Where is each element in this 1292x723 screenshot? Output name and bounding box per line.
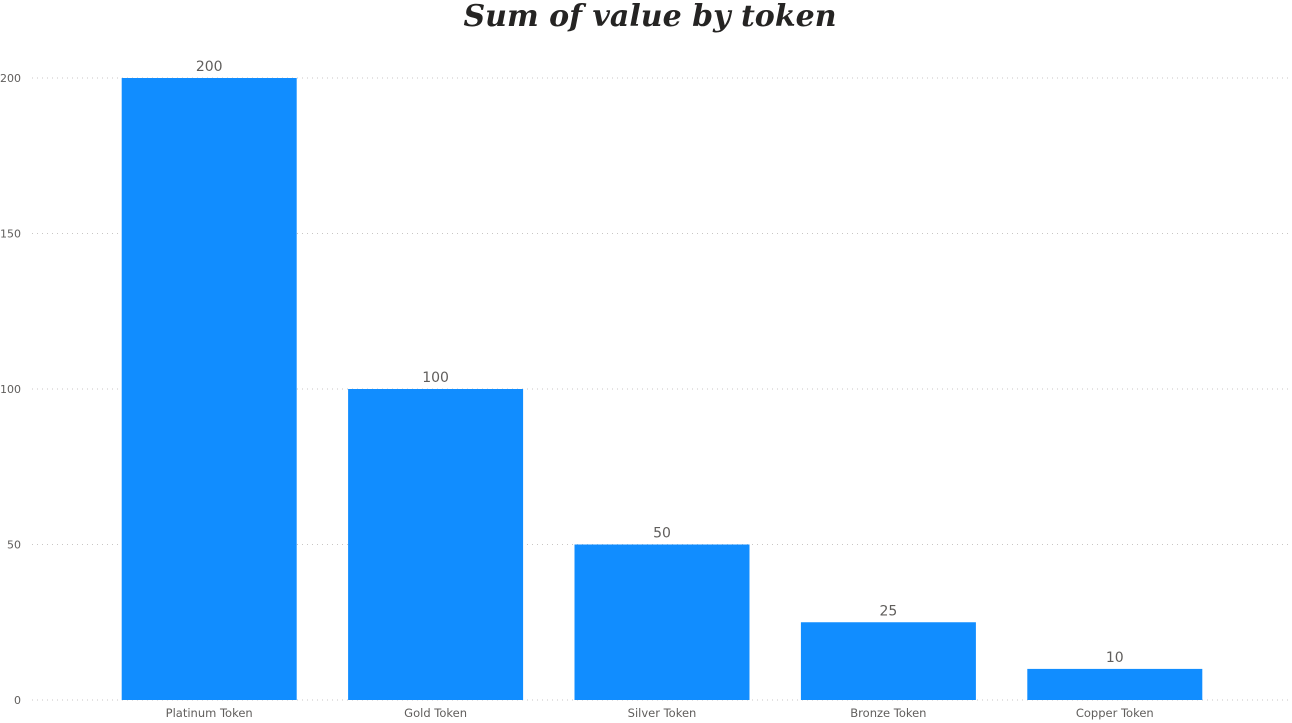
data-label: 200 <box>196 59 223 75</box>
x-tick-label: Bronze Token <box>850 706 926 720</box>
y-tick-label: 100 <box>0 383 21 396</box>
bar[interactable] <box>1027 668 1203 700</box>
bars <box>121 78 1203 701</box>
y-axis: 0 50 100 150 200 <box>0 72 21 707</box>
bar[interactable] <box>348 389 524 700</box>
y-tick-label: 200 <box>0 72 21 85</box>
bar[interactable] <box>121 78 297 700</box>
data-label: 10 <box>1106 650 1124 666</box>
x-tick-label: Silver Token <box>628 706 697 720</box>
x-tick-label: Gold Token <box>404 706 467 720</box>
y-tick-label: 50 <box>7 539 21 552</box>
data-labels: 200 100 50 25 10 <box>196 59 1124 666</box>
y-tick-label: 0 <box>14 694 21 707</box>
y-tick-label: 150 <box>0 228 21 241</box>
x-axis: Platinum Token Gold Token Silver Token Bron… <box>166 706 1154 720</box>
chart-title: Sum of value by token <box>463 0 836 34</box>
data-label: 100 <box>422 370 449 386</box>
x-tick-label: Copper Token <box>1076 706 1154 720</box>
x-tick-label: Platinum Token <box>166 706 253 720</box>
data-label: 25 <box>879 603 897 619</box>
data-label: 50 <box>653 526 671 542</box>
bar[interactable] <box>574 544 750 701</box>
bar[interactable] <box>800 622 976 700</box>
